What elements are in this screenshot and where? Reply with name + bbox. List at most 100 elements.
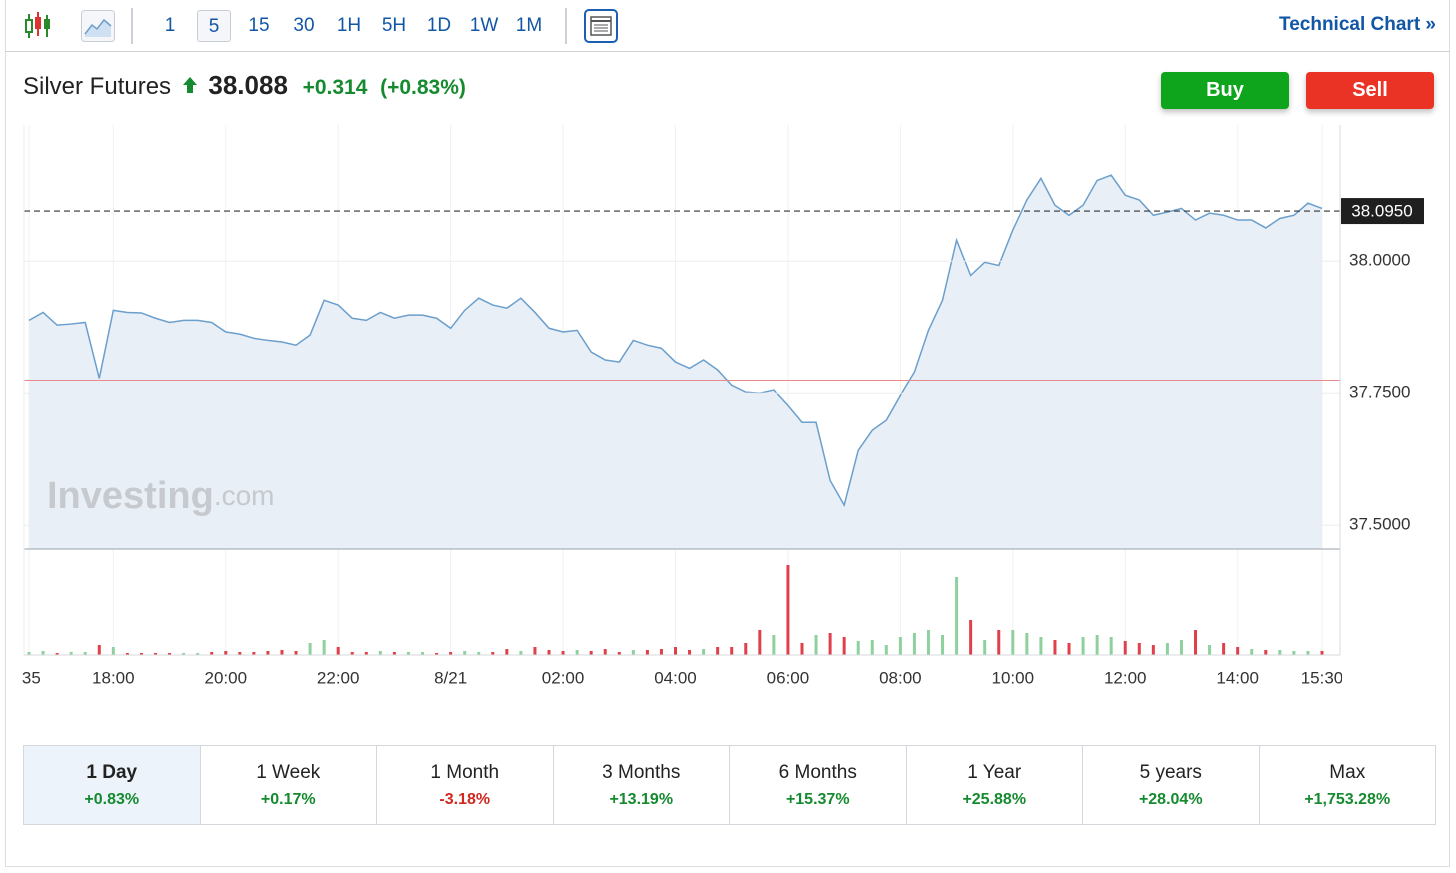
x-tick-label: 12:00 [1104,668,1147,687]
volume-bar [955,577,959,655]
volume-bar [280,650,284,655]
period-label: 1 Year [967,762,1022,783]
interval-button[interactable]: 5H [381,15,407,36]
volume-bar [870,640,874,655]
volume-bar [828,633,832,655]
volume-bar [1236,647,1240,655]
period-tabs: 1 Day +0.83% 1 Week +0.17% 1 Month -3.18% 3 Mo… [23,745,1436,825]
x-tick-label: 06:00 [767,668,810,687]
volume-bar [322,640,326,655]
volume-bar [266,651,270,655]
sell-button[interactable]: Sell [1306,72,1434,109]
volume-bar [1095,635,1099,655]
volume-bar [575,650,579,655]
volume-bar [603,649,607,655]
volume-bar [252,652,256,655]
volume-bar [392,652,396,655]
volume-bar [856,641,860,655]
change-percent: (+0.83%) [380,76,466,99]
volume-bar [97,645,101,655]
plot: :35 18:00 20:00 22:00 8/21 02:00 04:00 06:00 08:… [17,125,1344,687]
period-tab[interactable]: 1 Year +25.88% [905,746,1083,824]
interval-button[interactable]: 30 [293,15,315,36]
volume-bar [1278,650,1282,655]
volume-bar [997,630,1001,655]
volume-bar [561,651,565,655]
interval-button[interactable]: 5 [197,10,231,42]
volume-bar [1292,651,1296,655]
technical-chart-link[interactable]: Technical Chart » [1279,14,1436,35]
period-tab[interactable]: 1 Month -3.18% [376,746,553,824]
volume-bar [294,651,298,655]
x-tick-label: :35 [17,668,41,687]
period-tab[interactable]: 5 years +28.04% [1082,746,1259,824]
period-label: 1 Week [256,762,321,783]
period-tab[interactable]: Max +1,753.28% [1258,746,1436,824]
period-tab[interactable]: 1 Week +0.17% [199,746,377,824]
volume-bar [983,640,987,655]
volume-bar [744,643,748,655]
interval-button[interactable]: 1H [336,15,362,36]
quote-header: Silver Futures 38.088 +0.314 (+0.83%) [23,70,466,101]
x-tick-label: 14:00 [1216,668,1259,687]
divider [131,8,133,44]
volume-bar [702,649,706,655]
volume-bar [1081,637,1085,655]
volume-bar [1320,651,1324,655]
volume-bar [941,635,945,655]
volume-bar [491,652,495,655]
period-label: 5 years [1139,762,1202,783]
period-tab[interactable]: 6 Months +15.37% [729,746,906,824]
up-arrow [182,77,197,93]
interval-button[interactable]: 1W [469,15,499,36]
volume-bar [1067,643,1071,655]
x-tick-label: 15:30 [1301,668,1344,687]
volume-bar [308,643,312,655]
volume-bar [688,650,692,655]
last-price-tag [1341,198,1424,225]
y-tick-label: 37.7500 [1349,383,1410,402]
volume-bar [336,647,340,655]
period-tab[interactable]: 3 Months +13.19% [552,746,730,824]
volume-bar [350,652,354,655]
watermark-brand: Investing [47,475,214,517]
period-change: +25.88% [962,791,1027,808]
volume-bar [364,652,368,655]
volume-bar [645,650,649,655]
interval-button[interactable]: 1 [164,15,176,36]
candle-icon[interactable] [23,12,53,40]
line-icon[interactable] [81,10,115,42]
volume-bar [519,651,523,655]
period-label: 3 Months [602,762,681,783]
volume-bar [27,652,31,655]
interval-button[interactable]: 1D [426,15,452,36]
layout-icon[interactable] [584,9,618,43]
volume-bar [772,635,776,655]
volume-bar [1137,643,1141,655]
period-change: +13.19% [609,791,674,808]
volume-bar [477,652,481,655]
interval-button[interactable]: 1M [515,15,543,36]
volume-bar [926,630,930,655]
volume-bar [125,653,129,655]
volume-bar [674,647,677,655]
volume-bar [111,647,115,655]
volume-bar [139,653,143,655]
period-change: +1,753.28% [1304,791,1391,808]
volume-bar [659,649,663,655]
x-tick-label: 08:00 [879,668,922,687]
interval-button[interactable]: 15 [248,15,270,36]
volume-bar [449,652,453,655]
period-change: -3.18% [439,791,491,808]
volume-bar [83,652,87,655]
volume-bar [1025,633,1029,655]
volume-bar [224,651,228,655]
volume-bar [1011,630,1015,655]
volume-bar [814,635,818,655]
buy-button[interactable]: Buy [1161,72,1289,109]
volume-bar [435,653,439,655]
instrument-name: Silver Futures [23,73,172,100]
volume-bar [969,620,973,655]
period-tab[interactable]: 1 Day +0.83% [24,746,200,824]
